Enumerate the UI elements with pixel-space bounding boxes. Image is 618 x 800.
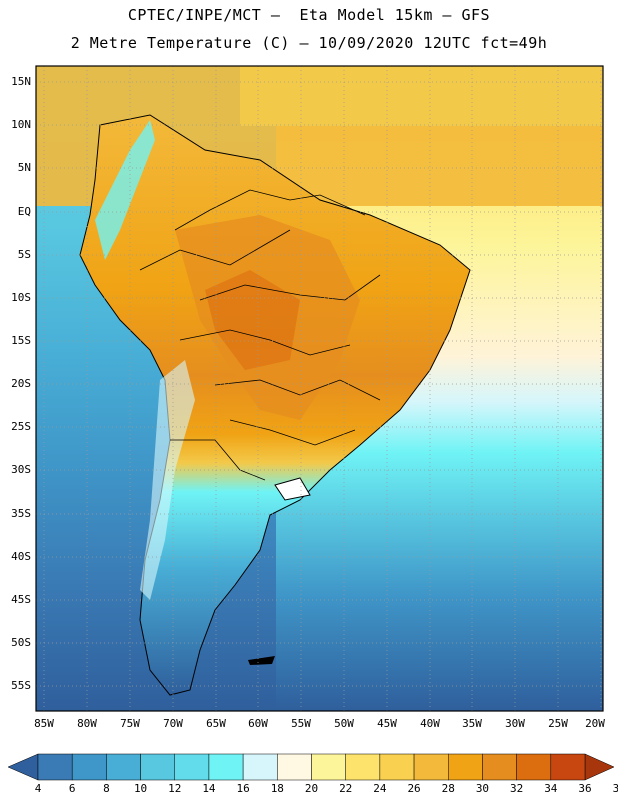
lat-label-15s: 15S [11, 334, 31, 347]
colorbar-cell [413, 753, 449, 781]
lon-label-70w: 70W [163, 717, 183, 730]
lat-label-55s: 55S [11, 679, 31, 692]
colorbar-cell [448, 753, 483, 781]
colorbar-tick-label: 28 [441, 782, 455, 795]
lon-label-60w: 60W [248, 717, 268, 730]
colorbar [7, 753, 615, 781]
temperature-field [36, 66, 603, 711]
lon-label-80w: 80W [77, 717, 97, 730]
colorbar-tick-label: 22 [339, 782, 353, 795]
lat-label-20s: 20S [11, 377, 31, 390]
lon-label-45w: 45W [377, 717, 397, 730]
lon-label-65w: 65W [206, 717, 226, 730]
lat-label-10s: 10S [11, 291, 31, 304]
colorbar-high-arrow [584, 753, 615, 781]
lat-label-30s: 30S [11, 463, 31, 476]
colorbar-tick-label: 32 [510, 782, 524, 795]
lon-label-30w: 30W [505, 717, 525, 730]
lat-label-35s: 35S [11, 507, 31, 520]
colorbar-cell [106, 753, 141, 781]
lat-label-45s: 45S [11, 593, 31, 606]
colorbar-tick-label: 10 [133, 782, 148, 795]
colorbar-cell [550, 753, 586, 781]
colorbar-tick-label: 24 [373, 782, 387, 795]
colorbar-cell [379, 753, 415, 781]
colorbar-cell [516, 753, 552, 781]
lat-label-50s: 50S [11, 636, 31, 649]
colorbar-tick-label: 38 [612, 782, 618, 795]
colorbar-cell [37, 753, 73, 781]
colorbar-tick-label: 14 [202, 782, 216, 795]
colorbar-tick-label: 8 [103, 782, 110, 795]
colorbar-cell [71, 753, 107, 781]
map-title: CPTEC/INPE/MCT – Eta Model 15km – GFS [127, 6, 491, 24]
colorbar-tick-label: 34 [544, 782, 558, 795]
colorbar-cell [174, 753, 210, 781]
colorbar-cell [140, 753, 175, 781]
lat-label-5s: 5S [17, 248, 31, 261]
lat-label-5n: 5N [17, 161, 31, 174]
lon-label-20w: 20W [585, 717, 605, 730]
colorbar-tick-label: 18 [270, 782, 284, 795]
colorbar-cell [311, 753, 346, 781]
colorbar-tick-label: 4 [34, 782, 42, 795]
lat-label-40s: 40S [11, 550, 31, 563]
lon-label-85w: 85W [34, 717, 54, 730]
colorbar-tick-label: 26 [407, 782, 421, 795]
lon-label-25w: 25W [548, 717, 568, 730]
colorbar-cell [482, 753, 517, 781]
colorbar-cell [242, 753, 278, 781]
map-subtitle: 2 Metre Temperature (C) – 10/09/2020 12U… [70, 34, 548, 52]
colorbar-tick-label: 36 [578, 782, 592, 795]
lat-label-25s: 25S [11, 420, 31, 433]
colorbar-cell [277, 753, 312, 781]
lat-label-15n: 15N [11, 75, 31, 88]
colorbar-low-arrow [7, 753, 39, 781]
colorbar-tick-label: 20 [304, 782, 319, 795]
lon-label-40w: 40W [420, 717, 440, 730]
lat-label-10n: 10N [11, 118, 31, 131]
lat-label-eq: EQ [17, 205, 31, 218]
colorbar-cell [345, 753, 381, 781]
colorbar-tick-label: 16 [236, 782, 250, 795]
colorbar-tick-label: 6 [68, 782, 76, 795]
colorbar-tick-label: 12 [168, 782, 182, 795]
lon-label-35w: 35W [462, 717, 482, 730]
colorbar-tick-label: 30 [475, 782, 490, 795]
lon-label-50w: 50W [334, 717, 354, 730]
lon-label-75w: 75W [120, 717, 140, 730]
map-frame [35, 65, 604, 712]
graticule [36, 66, 603, 711]
colorbar-cell [208, 753, 244, 781]
lon-label-55w: 55W [291, 717, 311, 730]
